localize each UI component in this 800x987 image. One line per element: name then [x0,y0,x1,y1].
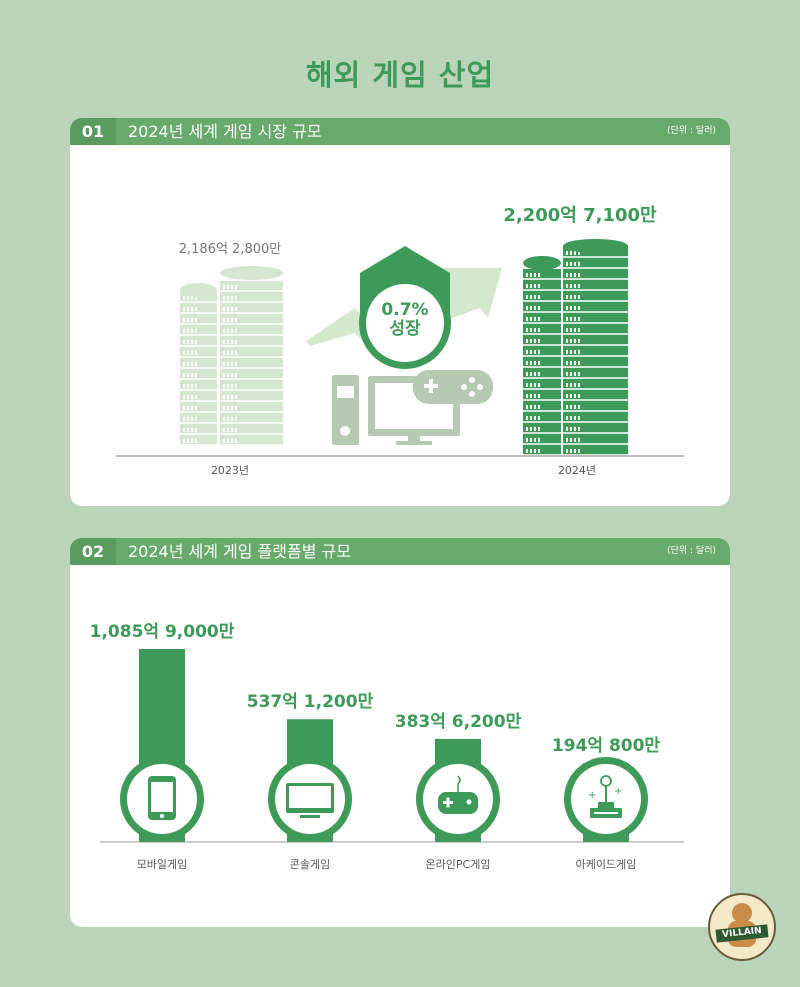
coin-stack-2024-small [523,256,561,456]
value-2024: 2,200억 7,100만 [503,205,657,226]
platform-size-card: 02 2024년 세계 게임 플랫폼별 규모 (단위 : 달러) + + 1,08… [70,538,730,927]
growth-percent: 0.7% [381,300,429,320]
category-label: 콘솔게임 [289,858,331,871]
coin-stack-2023-small [180,283,217,446]
category-label: 모바일게임 [136,858,188,871]
label-2024: 2024년 [557,464,597,477]
joystick-icon: + + [588,775,622,818]
section-header: 01 2024년 세계 게임 시장 규모 (단위 : 달러) [70,118,730,145]
category-label: 아케이드게임 [575,858,637,871]
smartphone-icon [148,776,176,820]
bar-group [416,738,500,842]
market-size-card: 01 2024년 세계 게임 시장 규모 (단위 : 달러) 0.7% [70,118,730,506]
section-title: 2024년 세계 게임 시장 규모 [128,122,322,141]
bar-group [268,719,352,842]
section-number: 02 [70,538,116,565]
platform-bar-chart: + + [100,649,684,843]
unit-label: (단위 : 달러) [667,546,716,556]
bar-group [120,649,204,842]
bar-value-label: 537억 1,200만 [246,692,374,713]
bar-value-label: 383억 6,200만 [394,711,522,732]
market-illustration [116,239,684,457]
gamepad-icon [438,775,478,814]
villain-logo: VILLAIN [708,893,776,961]
bar-value-label: 194억 800만 [551,736,661,757]
section-title: 2024년 세계 게임 플랫폼별 규모 [128,542,351,561]
gamepad-icon [413,370,493,404]
bar-value-label: 1,085억 9,000만 [89,622,235,642]
category-label: 온라인PC게임 [425,858,491,871]
section-header: 02 2024년 세계 게임 플랫폼별 규모 (단위 : 달러) [70,538,730,565]
svg-text:+: + [588,790,596,801]
monitor-icon [286,783,334,818]
value-2023: 2,186억 2,800만 [178,242,282,257]
svg-text:+: + [614,786,622,797]
coin-stack-2023-large [220,266,283,446]
growth-label: 성장 [389,319,421,339]
bar-group: + + [564,757,648,842]
section-number: 01 [70,118,116,145]
page-title: 해외 게임 산업 [305,58,495,92]
coin-stack-2024-large [563,239,628,456]
unit-label: (단위 : 달러) [667,126,716,136]
pc-tower-icon [332,375,359,445]
growth-text: 0.7% 성장 [366,301,444,339]
label-2023: 2023년 [210,464,250,477]
